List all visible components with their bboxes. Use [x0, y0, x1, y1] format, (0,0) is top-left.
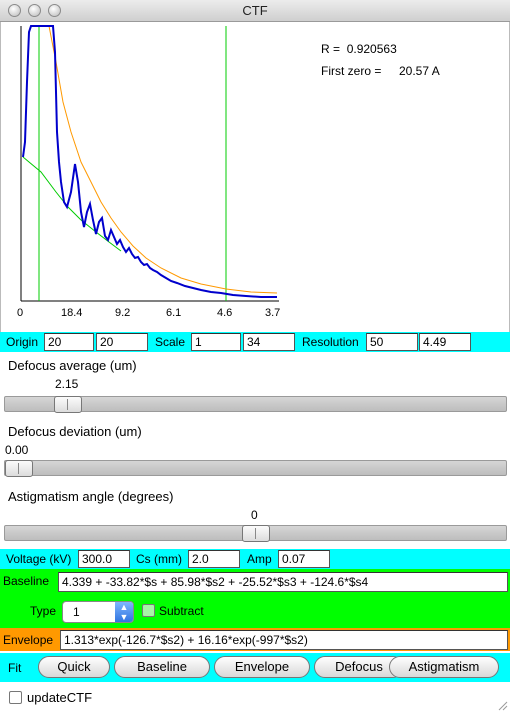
origin-y-field[interactable]: 20: [96, 333, 148, 351]
baseline-type-select[interactable]: 1 ▲ ▼: [62, 601, 134, 623]
envelope-section: Envelope 1.313*exp(-126.7*$s2) + 16.16*e…: [0, 628, 510, 651]
update-ctf-label: updateCTF: [27, 690, 93, 705]
resize-grip-icon[interactable]: [496, 699, 508, 711]
defocus-deviation-slider[interactable]: [4, 460, 507, 477]
scale-label: Scale: [155, 335, 186, 349]
subtract-label: Subtract: [159, 604, 204, 618]
envelope-curve: [48, 25, 278, 294]
voltage-label: Voltage (kV): [6, 552, 72, 566]
astigmatism-angle-value: 0: [251, 508, 258, 522]
fit-astigmatism-button[interactable]: Astigmatism: [389, 656, 499, 678]
voltage-row: Voltage (kV) 300.0 Cs (mm) 2.0 Amp 0.07: [0, 549, 510, 569]
defocus-average-slider[interactable]: [4, 396, 507, 413]
r-value: 0.920563: [346, 42, 397, 56]
close-window-icon[interactable]: [8, 4, 21, 17]
origin-label: Origin: [6, 335, 39, 349]
ctf-plot: 0 18.4 9.2 6.1 4.6 3.7 R = 0.920563 Firs…: [0, 22, 510, 332]
astigmatism-angle-slider[interactable]: [4, 525, 507, 542]
update-ctf-checkbox[interactable]: [9, 691, 22, 704]
amp-field[interactable]: 0.07: [278, 550, 330, 568]
first-zero-value: 20.57 A: [399, 64, 440, 78]
astigmatism-angle-title: Astigmatism angle (degrees): [8, 489, 174, 504]
origin-x-field[interactable]: 20: [44, 333, 94, 351]
zoom-window-icon[interactable]: [48, 4, 61, 17]
resolution-high-field[interactable]: 4.49: [419, 333, 471, 351]
r-label: R = 0.920563: [321, 42, 397, 56]
fit-baseline-button[interactable]: Baseline: [114, 656, 210, 678]
first-zero-label: First zero =: [321, 64, 382, 78]
baseline-type-label: Type: [30, 604, 57, 618]
x-tick-label: 6.1: [166, 307, 181, 319]
astigmatism-angle-slider-thumb[interactable]: [242, 525, 270, 542]
minimize-window-icon[interactable]: [28, 4, 41, 17]
resolution-label: Resolution: [302, 335, 359, 349]
defocus-average-title: Defocus average (um): [8, 358, 137, 373]
cs-label: Cs (mm): [136, 552, 182, 566]
baseline-type-selected-value: 1: [73, 605, 80, 619]
subtract-checkbox[interactable]: [142, 604, 155, 617]
defocus-deviation-slider-thumb[interactable]: [5, 460, 33, 477]
amp-label: Amp: [247, 552, 272, 566]
resolution-low-field[interactable]: 50: [366, 333, 418, 351]
x-tick-label: 4.6: [217, 307, 232, 319]
scale-y-field[interactable]: 34: [243, 333, 295, 351]
window-title: CTF: [242, 3, 268, 18]
title-bar: CTF: [0, 0, 510, 22]
baseline-label: Baseline: [3, 574, 50, 588]
fit-envelope-button[interactable]: Envelope: [214, 656, 310, 678]
x-tick-label: 9.2: [115, 307, 130, 319]
scale-x-field[interactable]: 1: [191, 333, 241, 351]
cs-field[interactable]: 2.0: [188, 550, 240, 568]
ctf-curve: [22, 25, 277, 298]
x-tick-label: 0: [17, 307, 23, 319]
ctf-plot-canvas: 0 18.4 9.2 6.1 4.6 3.7: [17, 25, 280, 319]
fit-row: Fit Quick Baseline Envelope Defocus Asti…: [0, 653, 510, 682]
envelope-label: Envelope: [3, 633, 54, 647]
baseline-section: Baseline 4.339 + -33.82*$s + 85.98*$s2 +…: [0, 569, 510, 628]
fit-defocus-button[interactable]: Defocus: [314, 656, 404, 678]
fit-quick-button[interactable]: Quick: [38, 656, 110, 678]
select-arrows-icon: ▲ ▼: [115, 602, 133, 622]
origin-scale-resolution-row: Origin 20 20 Scale 1 34 Resolution 50 4.…: [0, 332, 510, 352]
baseline-expression-field[interactable]: 4.339 + -33.82*$s + 85.98*$s2 + -25.52*$…: [58, 572, 508, 592]
baseline-curve: [22, 156, 122, 252]
x-tick-label: 18.4: [61, 307, 82, 319]
defocus-average-value: 2.15: [55, 377, 79, 391]
voltage-field[interactable]: 300.0: [78, 550, 130, 568]
fit-label: Fit: [8, 661, 22, 675]
defocus-average-slider-thumb[interactable]: [54, 396, 82, 413]
defocus-deviation-value: 0.00: [5, 443, 29, 457]
defocus-deviation-title: Defocus deviation (um): [8, 424, 142, 439]
x-tick-label: 3.7: [265, 307, 280, 319]
envelope-expression-field[interactable]: 1.313*exp(-126.7*$s2) + 16.16*exp(-997*$…: [60, 630, 508, 650]
